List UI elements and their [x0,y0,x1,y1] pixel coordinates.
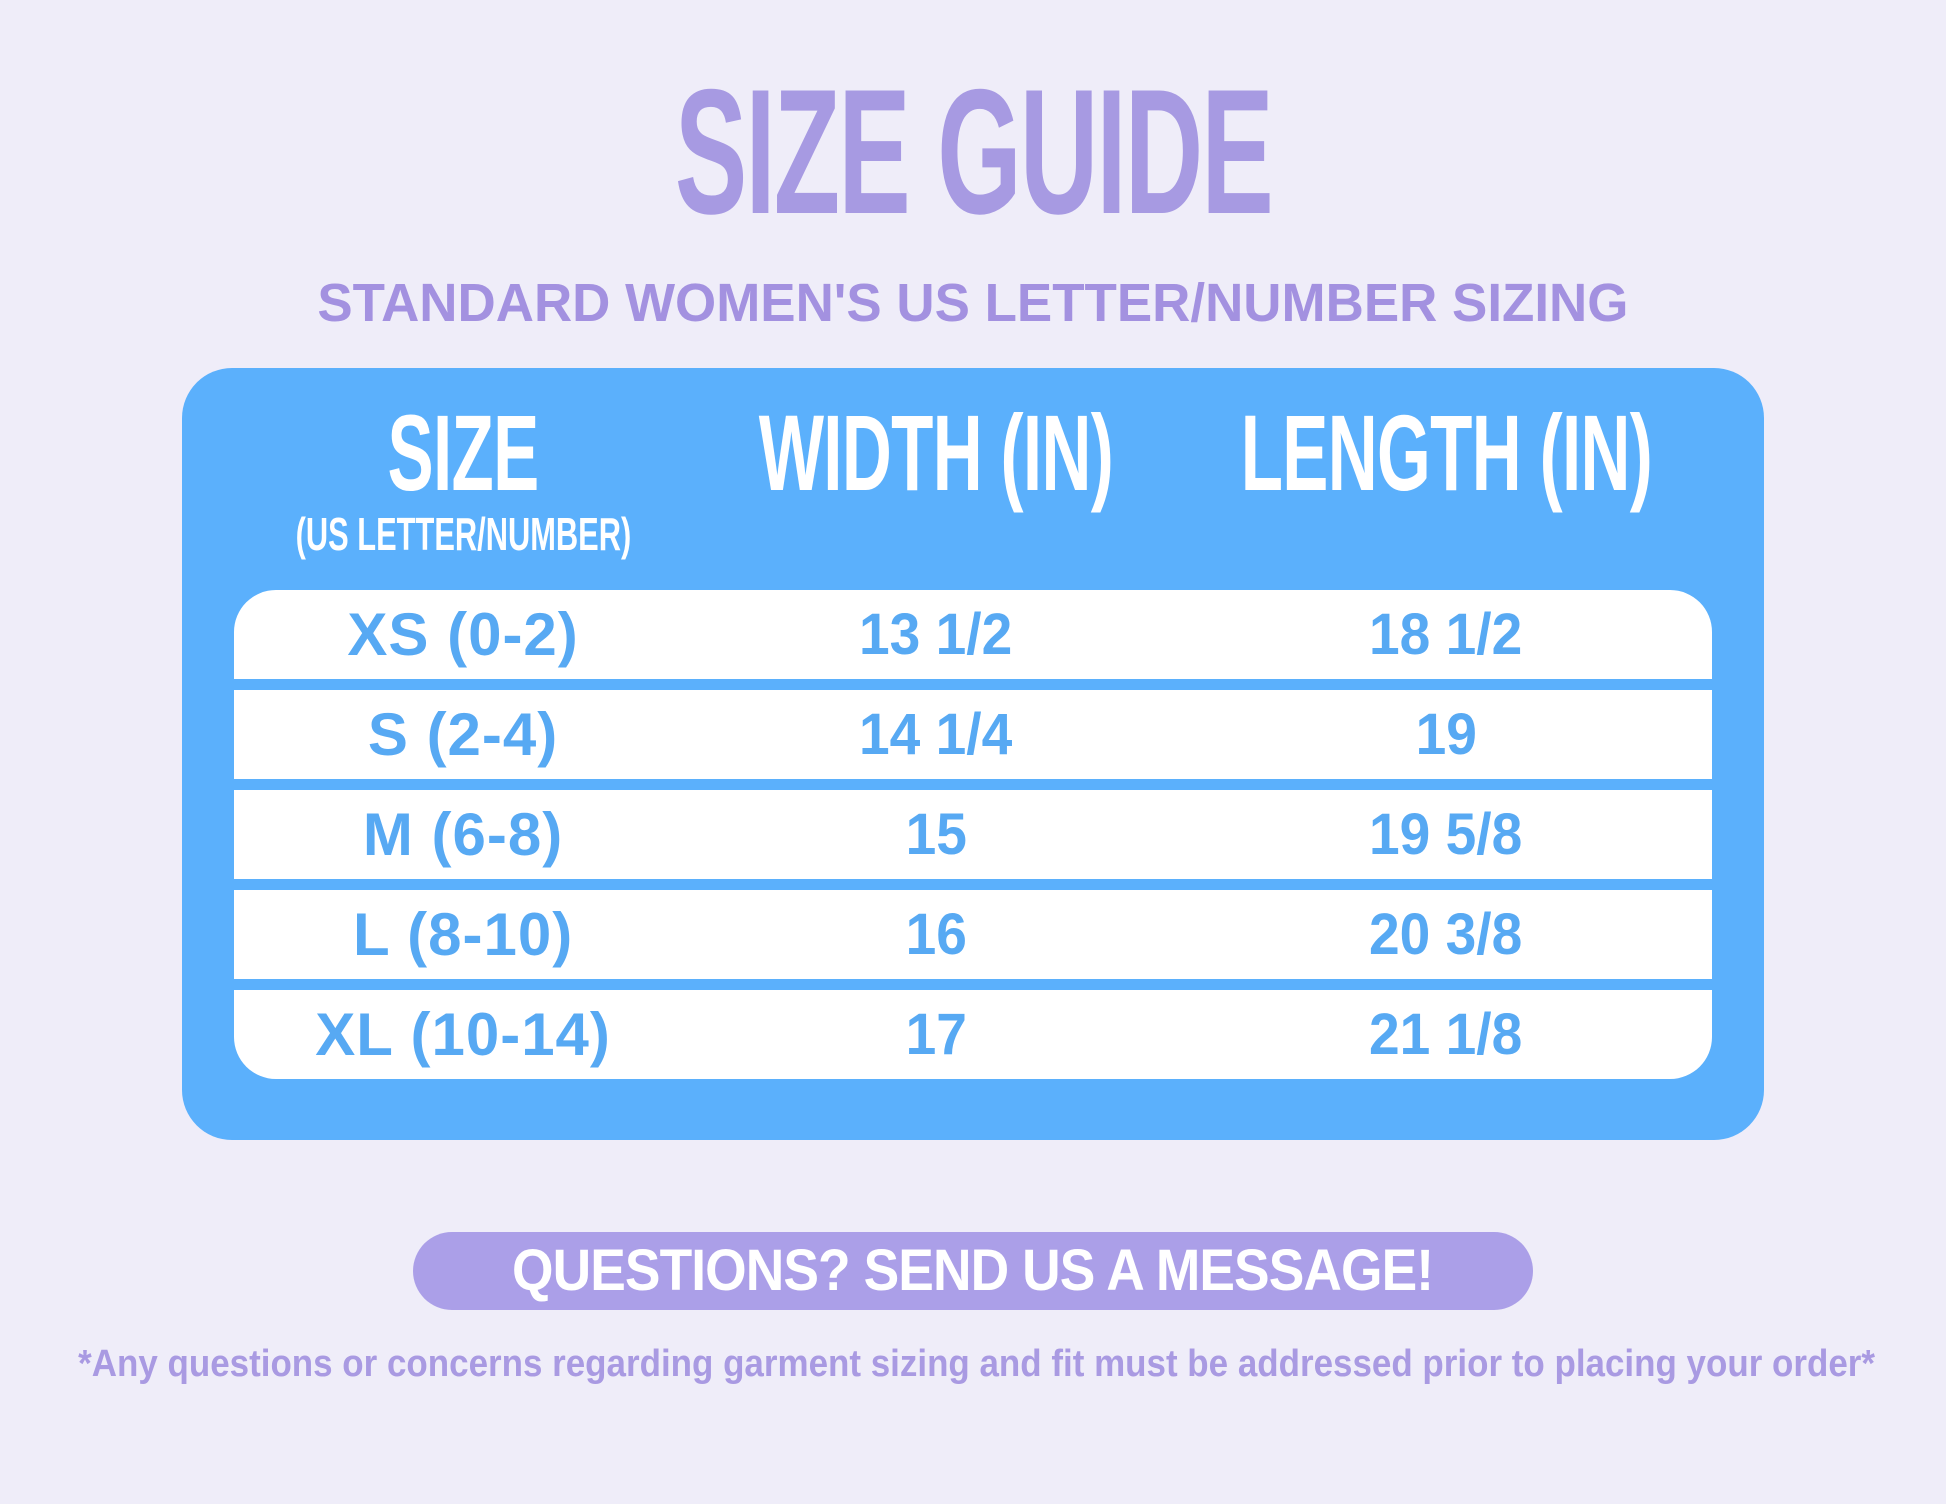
column-header-size-label: SIZE [387,391,540,513]
page-title-text: SIZE GUIDE [674,52,1273,251]
width-cell: 16 [905,901,967,967]
table-body: XS (0-2) 13 1/2 18 1/2 S (2-4) 14 1/4 19… [234,589,1712,1079]
length-cell: 18 1/2 [1369,601,1523,667]
table-row: M (6-8) 15 19 5/8 [234,789,1712,879]
page-title: SIZE GUIDE [0,63,1946,241]
footnote-text: *Any questions or concerns regarding gar… [78,1342,1875,1385]
width-cell: 15 [905,801,967,867]
table-row: L (8-10) 16 20 3/8 [234,889,1712,979]
size-cell: XL (10-14) [315,1000,611,1068]
width-cell: 14 1/4 [859,701,1013,767]
page-subtitle: STANDARD WOMEN'S US LETTER/NUMBER SIZING [0,271,1946,336]
size-cell: M (6-8) [362,800,564,868]
width-cell: 13 1/2 [859,601,1013,667]
length-cell: 21 1/8 [1369,1001,1523,1067]
column-header-width-label: WIDTH (IN) [758,391,1114,513]
size-table-panel: SIZE (US LETTER/NUMBER) WIDTH (IN) LENGT… [182,367,1764,1140]
length-cell: 19 5/8 [1369,801,1523,867]
table-header: SIZE (US LETTER/NUMBER) WIDTH (IN) LENGT… [182,368,1764,590]
table-row: S (2-4) 14 1/4 19 [234,689,1712,779]
send-message-button[interactable]: QUESTIONS? SEND US A MESSAGE! [413,1231,1533,1310]
send-message-button-label: QUESTIONS? SEND US A MESSAGE! [512,1238,1434,1304]
column-header-width: WIDTH (IN) [692,391,1180,559]
column-header-length-label: LENGTH (IN) [1240,391,1652,513]
width-cell: 17 [905,1001,967,1067]
size-cell: XS (0-2) [347,600,579,668]
column-header-size-sublabel: (US LETTER/NUMBER) [295,507,631,560]
length-cell: 19 [1415,701,1477,767]
column-header-size: SIZE (US LETTER/NUMBER) [234,391,692,560]
page-subtitle-text: STANDARD WOMEN'S US LETTER/NUMBER SIZING [317,273,1629,333]
size-cell: S (2-4) [367,700,559,768]
column-header-length: LENGTH (IN) [1180,391,1712,559]
table-row: XS (0-2) 13 1/2 18 1/2 [234,589,1712,679]
footnote: *Any questions or concerns regarding gar… [0,1342,1946,1388]
size-guide-poster: SIZE GUIDE STANDARD WOMEN'S US LETTER/NU… [0,63,1946,1504]
size-cell: L (8-10) [352,900,574,968]
table-row: XL (10-14) 17 21 1/8 [234,989,1712,1079]
length-cell: 20 3/8 [1369,901,1523,967]
